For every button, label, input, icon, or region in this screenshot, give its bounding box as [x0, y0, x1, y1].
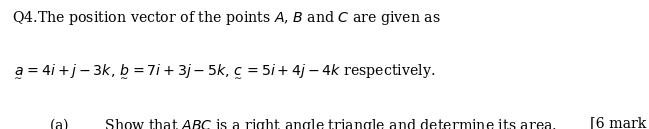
Text: $\underset{\sim}{a} = 4i + j - 3k, \underset{\sim}{b} = 7i + 3j - 5k, \underset{: $\underset{\sim}{a} = 4i + j - 3k, \unde… [12, 62, 435, 80]
Text: (a)        Show that $ABC$ is a right angle triangle and determine its area.: (a) Show that $ABC$ is a right angle tri… [49, 116, 557, 129]
Text: [6 mark: [6 mark [589, 116, 646, 129]
Text: Q4.The position vector of the points $A$, $B$ and $C$ are given as: Q4.The position vector of the points $A$… [12, 9, 441, 27]
